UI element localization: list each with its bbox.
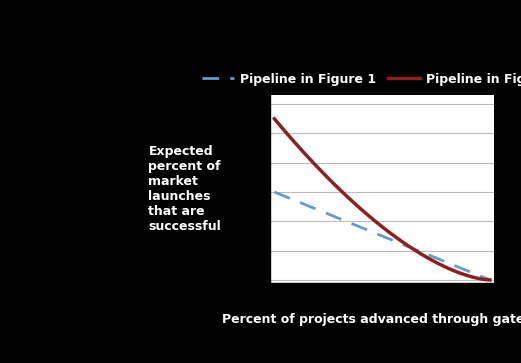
Pipeline in Figure 4 [271, 117, 278, 121]
Pipeline in Figure 4 [399, 239, 405, 244]
Pipeline in Figure 4 [400, 240, 406, 244]
Pipeline in Figure 4 [403, 242, 410, 247]
Y-axis label: Expected
percent of
market
launches
that are
successful: Expected percent of market launches that… [148, 145, 221, 233]
Pipeline in Figure 4 [487, 278, 493, 282]
Pipeline in Figure 4 [453, 269, 459, 274]
Pipeline in Figure 4 [272, 118, 278, 122]
Pipeline in Figure 4 [467, 274, 473, 278]
Legend: Pipeline in Figure 1, Pipeline in Figure 4: Pipeline in Figure 1, Pipeline in Figure… [197, 68, 521, 91]
X-axis label: Percent of projects advanced through gate 1.: Percent of projects advanced through gat… [222, 313, 521, 326]
Line: Pipeline in Figure 4: Pipeline in Figure 4 [275, 119, 490, 280]
